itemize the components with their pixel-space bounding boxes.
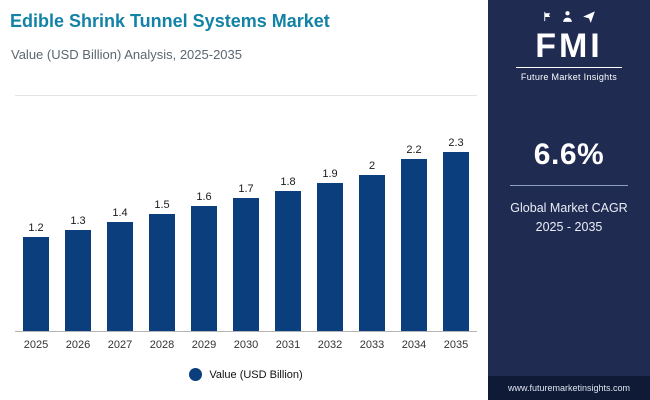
page-title: Edible Shrink Tunnel Systems Market	[10, 11, 330, 31]
person-icon	[561, 10, 574, 28]
bar-column: 1.3	[57, 215, 99, 331]
bar-column: 2.2	[393, 144, 435, 331]
bar	[191, 206, 217, 331]
bar-column: 2	[351, 160, 393, 331]
chart-panel: Edible Shrink Tunnel Systems Market Valu…	[0, 0, 488, 381]
bar-value-label: 2.2	[406, 144, 422, 156]
chart-header: Edible Shrink Tunnel Systems Market Valu…	[0, 0, 488, 62]
bar	[233, 198, 259, 331]
cagr-label: Global Market CAGR 2025 - 2035	[510, 200, 628, 235]
x-axis-label: 2032	[317, 339, 343, 351]
fmi-logo-text: FMI	[535, 27, 603, 65]
bar	[23, 237, 49, 331]
bar-plot: 1.2 1.3 1.4 1.5 1.6 1.7 1.8 1.9 2 2.2 2.3	[15, 95, 477, 332]
cagr-divider	[510, 184, 628, 186]
flag-icon	[542, 10, 553, 28]
bar-value-label: 2.3	[448, 137, 464, 149]
chart-legend: Value (USD Billion)	[15, 368, 477, 381]
legend-label: Value (USD Billion)	[209, 368, 303, 381]
bar	[275, 191, 301, 331]
bar-column: 1.6	[183, 191, 225, 331]
fmi-logo: FMI Future Market Insights	[516, 9, 622, 82]
bar-column: 1.8	[267, 176, 309, 331]
bar-value-label: 1.6	[196, 191, 212, 203]
x-axis-label: 2033	[359, 339, 385, 351]
x-axis-label: 2031	[275, 339, 301, 351]
bar-value-label: 2	[368, 160, 376, 172]
bar-column: 1.2	[15, 222, 57, 331]
x-axis-label: 2035	[443, 339, 469, 351]
bar-value-label: 1.8	[280, 176, 296, 188]
page-subtitle: Value (USD Billion) Analysis, 2025-2035	[11, 47, 242, 62]
bar-column: 1.9	[309, 168, 351, 331]
fmi-logo-icons	[542, 9, 596, 28]
bar	[401, 159, 427, 331]
website-url: www.futuremarketinsights.com	[488, 376, 650, 400]
bar-value-label: 1.5	[154, 199, 170, 211]
bar-column: 1.4	[99, 207, 141, 331]
x-axis-label: 2025	[23, 339, 49, 351]
bar-value-label: 1.9	[322, 168, 338, 180]
bar	[359, 175, 385, 331]
bar	[65, 230, 91, 331]
bar-chart: 1.2 1.3 1.4 1.5 1.6 1.7 1.8 1.9 2 2.2 2.3 2025 2026…	[15, 95, 477, 381]
legend-marker	[189, 368, 203, 381]
cagr-block: 6.6% Global Market CAGR 2025 - 2035	[506, 138, 632, 238]
bar	[149, 214, 175, 331]
bar-column: 1.5	[141, 199, 183, 331]
brand-name: Future Market Insights	[520, 71, 618, 82]
bar-value-label: 1.2	[28, 222, 44, 234]
x-axis-label: 2029	[191, 339, 217, 351]
x-axis-label: 2028	[149, 339, 175, 351]
bar	[317, 183, 343, 331]
bar-value-label: 1.3	[70, 215, 86, 227]
bar-column: 2.3	[435, 137, 477, 331]
x-axis-label: 2030	[233, 339, 259, 351]
brand-sidebar: FMI Future Market Insights 6.6% Global M…	[488, 0, 650, 400]
bar-value-label: 1.7	[238, 183, 254, 195]
x-axis-label: 2026	[65, 339, 91, 351]
bar-column: 1.7	[225, 183, 267, 331]
logo-divider	[516, 66, 622, 68]
x-axis-label: 2034	[401, 339, 427, 351]
plane-icon	[582, 9, 596, 28]
bar	[107, 222, 133, 331]
x-axis-label: 2027	[107, 339, 133, 351]
bar	[443, 152, 469, 331]
cagr-value: 6.6%	[533, 137, 605, 171]
x-axis-labels: 2025 2026 2027 2028 2029 2030 2031 2032 2033 2034…	[15, 332, 477, 351]
bar-value-label: 1.4	[112, 207, 128, 219]
